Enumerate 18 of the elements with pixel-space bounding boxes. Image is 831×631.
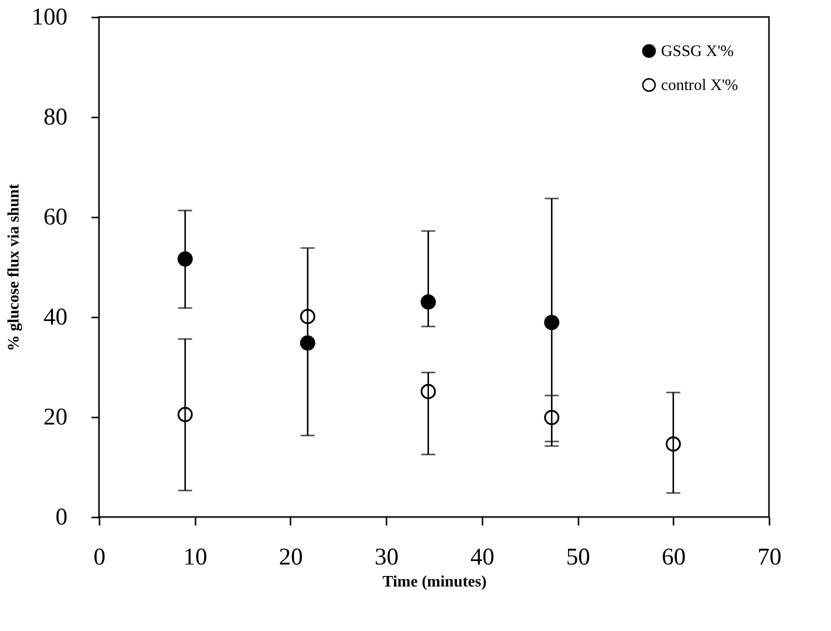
x-tick-label: 10 [183, 544, 208, 570]
y-tick-label: 80 [44, 104, 68, 130]
y-tick-label: 40 [44, 304, 68, 330]
y-tick-label: 100 [32, 4, 68, 30]
legend-label: GSSG X'% [661, 43, 734, 60]
y-tick-label: 60 [44, 204, 68, 230]
x-axis-title: Time (minutes) [382, 574, 487, 590]
y-tick-label: 0 [56, 504, 68, 530]
x-tick-label: 40 [470, 544, 494, 570]
x-tick-label: 30 [374, 544, 399, 570]
x-tick-label: 0 [94, 544, 106, 570]
y-tick-label: 20 [44, 404, 68, 430]
x-tick-label: 60 [662, 544, 686, 570]
x-tick-label: 50 [566, 544, 590, 570]
legend-label: control X'% [661, 77, 738, 94]
x-tick-label: 70 [758, 544, 782, 570]
x-tick-label: 20 [278, 544, 303, 570]
y-axis-title: % glucose flux via shunt [6, 183, 22, 352]
